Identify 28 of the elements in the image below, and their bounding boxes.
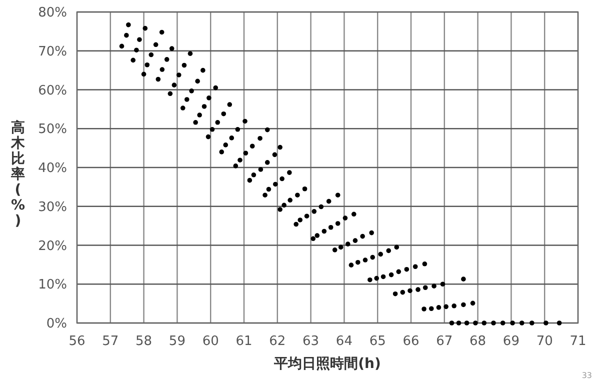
- y-axis-title: 高木比率(%): [10, 119, 26, 229]
- x-tick-label: 61: [236, 334, 252, 349]
- y-tick-label: 50%: [38, 122, 67, 138]
- x-tick-label: 64: [336, 334, 352, 349]
- x-tick-label: 59: [168, 334, 186, 349]
- text: 33: [582, 371, 592, 380]
- y-tick-label: 10%: [38, 278, 67, 293]
- x-tick-label: 65: [369, 334, 386, 349]
- x-tick-label: 71: [570, 334, 586, 349]
- y-tick-label: 20%: [38, 238, 67, 254]
- x-tick-label: 68: [470, 334, 486, 349]
- y-tick-label: 70%: [38, 44, 67, 60]
- y-tick-label: 80%: [38, 6, 67, 20]
- x-tick-label: 58: [136, 334, 152, 349]
- y-tick-label: 0%: [46, 316, 67, 332]
- x-tick-label: 56: [68, 334, 86, 349]
- x-tick-label: 62: [269, 334, 286, 349]
- x-tick-label: 67: [436, 334, 453, 349]
- y-tick-label: 30%: [38, 200, 67, 215]
- x-tick-label: 60: [202, 334, 219, 349]
- y-tick-label: 40%: [38, 161, 67, 176]
- x-tick-label: 57: [102, 334, 119, 349]
- x-tick-label: 66: [402, 334, 420, 349]
- x-tick-label: 70: [536, 334, 553, 349]
- y-tick-label: 60%: [38, 83, 67, 98]
- x-tick-label: 63: [302, 334, 320, 349]
- x-axis-title: 平均日照時間(h): [273, 356, 381, 372]
- x-tick-label: 69: [502, 334, 520, 349]
